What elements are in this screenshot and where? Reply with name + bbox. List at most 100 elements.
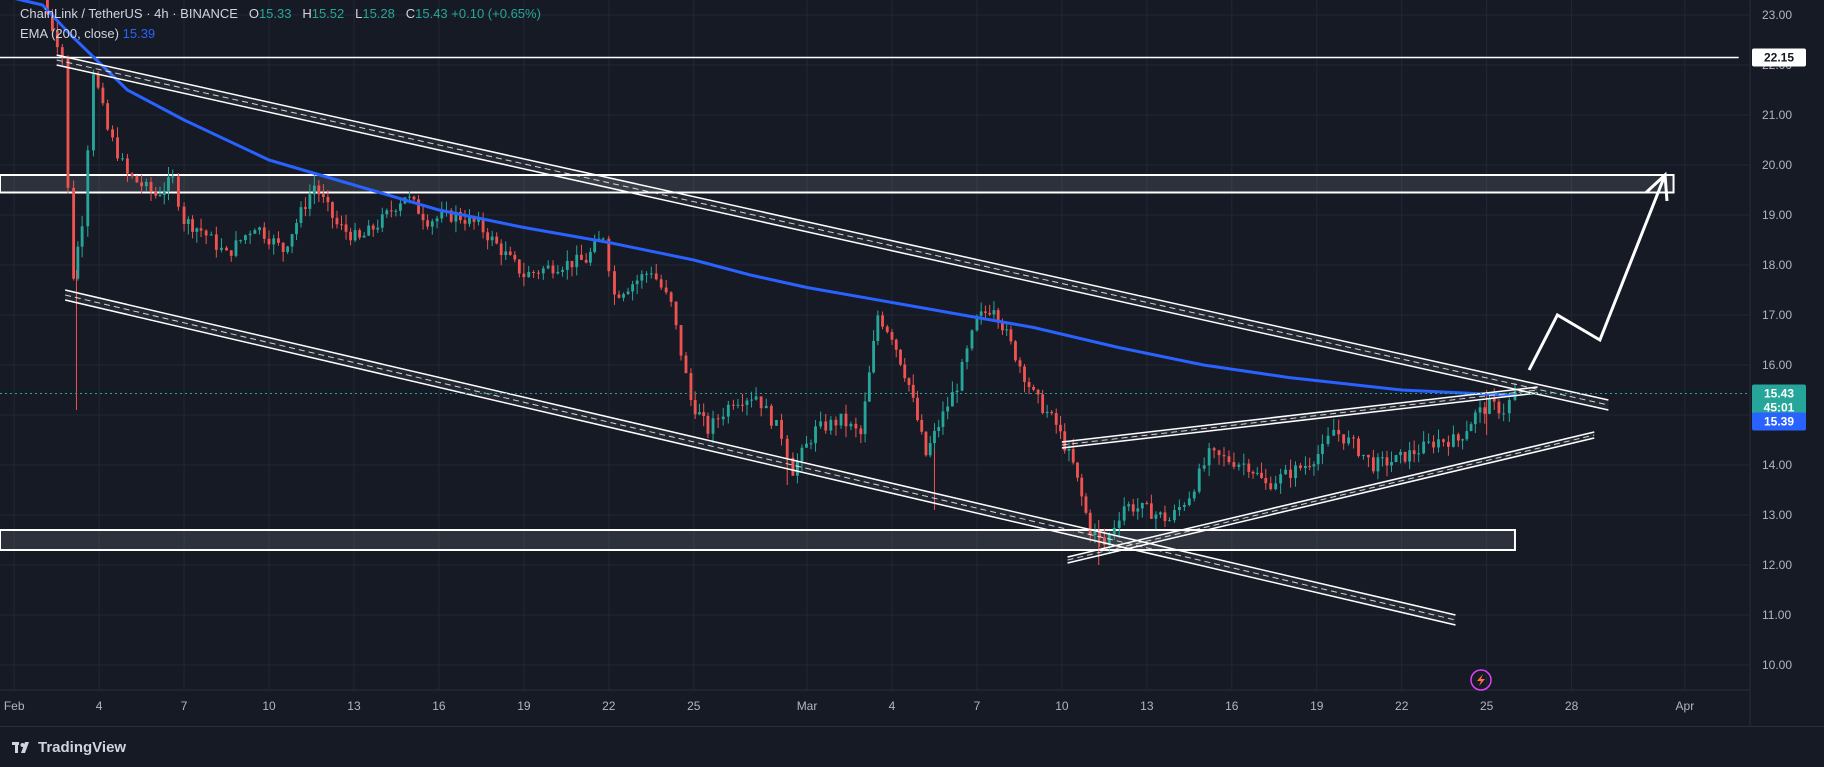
candle-body: [1408, 450, 1412, 462]
candle-body: [326, 196, 330, 203]
candle-body: [890, 331, 894, 340]
candle-body: [1469, 424, 1473, 432]
candle-body: [631, 284, 635, 292]
price-chart[interactable]: 23.0022.0021.0020.0019.0018.0017.0016.00…: [0, 0, 1824, 726]
candle-body: [759, 396, 763, 409]
time-tick-label: 13: [1140, 699, 1154, 713]
candle-body: [304, 207, 307, 209]
candle-body: [1255, 472, 1259, 474]
candle-body: [140, 182, 144, 187]
channel-lower-band: [64, 289, 1456, 626]
time-tick-label: 10: [1055, 699, 1069, 713]
candle-body: [513, 254, 517, 260]
candle-body: [984, 311, 987, 313]
candle-body: [60, 47, 64, 57]
candle-body: [933, 430, 936, 444]
time-tick-label: Apr: [1676, 699, 1695, 713]
high-value: 15.52: [311, 6, 345, 21]
candle-body: [1088, 512, 1092, 536]
projection-arrow-head: [1644, 171, 1669, 202]
lightning-icon: [1470, 669, 1492, 691]
ema-value: 15.39: [122, 26, 156, 41]
candle-body: [335, 217, 339, 225]
candle-body: [1102, 537, 1106, 545]
candle-body: [167, 177, 170, 191]
candle-body: [317, 185, 321, 195]
candle-body: [449, 210, 453, 222]
time-tick-label: Mar: [797, 699, 818, 713]
ema-200-line: [14, 0, 1516, 397]
candle-body: [1207, 448, 1211, 466]
candle-body: [1451, 434, 1455, 447]
candle-body: [859, 428, 863, 435]
candle-body: [819, 421, 823, 427]
time-tick-label: 28: [1565, 699, 1579, 713]
candle-body: [556, 271, 560, 274]
price-tick-label: 10.00: [1762, 658, 1792, 672]
candle-body: [551, 265, 555, 274]
candle-body: [1217, 450, 1221, 456]
price-tag-bg: [1752, 384, 1806, 417]
candle-body: [1237, 464, 1241, 467]
candle-body: [645, 273, 648, 275]
channel-lower-band-mid: [65, 294, 1456, 621]
candle-body: [1390, 462, 1393, 466]
wedge-lower-band: [1067, 431, 1595, 564]
price-tag-text: 15.39: [1764, 415, 1794, 429]
candle-body: [1381, 457, 1384, 459]
brand-label: TradingView: [38, 739, 127, 756]
candle-body: [1032, 387, 1035, 390]
candle-body: [635, 280, 639, 285]
candle-body: [308, 194, 312, 209]
candle-body: [477, 218, 480, 222]
candle-body: [1027, 381, 1031, 388]
candle-body: [126, 158, 129, 174]
tradingview-brand[interactable]: TradingView: [12, 739, 126, 756]
candle-body: [698, 412, 701, 415]
candle-body: [1483, 407, 1487, 414]
candle-body: [881, 315, 884, 327]
candle-body: [950, 392, 954, 407]
tradingview-logo-icon: [12, 742, 29, 754]
candle-body: [398, 203, 402, 211]
candle-body: [537, 272, 540, 274]
candle-body: [988, 312, 992, 315]
projection-arrow: [1527, 174, 1667, 371]
candle-body: [158, 194, 162, 196]
candle-body: [214, 234, 218, 250]
candle-body: [349, 231, 352, 241]
candle-body: [1182, 504, 1186, 507]
candle-body: [1173, 510, 1176, 521]
candle-body: [481, 218, 485, 233]
candle-body: [1497, 401, 1501, 414]
time-tick-label: 22: [602, 699, 616, 713]
price-tick-label: 23.00: [1762, 8, 1792, 22]
candle-body: [421, 213, 425, 221]
candle-body: [1308, 466, 1312, 468]
candle-body: [1140, 502, 1144, 509]
candle-body: [272, 238, 276, 245]
candle-body: [946, 406, 950, 412]
candle-body: [745, 400, 749, 405]
candle-body: [154, 191, 158, 196]
symbol-title[interactable]: ChainLink / TetherUS · 4h · BINANCE: [20, 6, 238, 21]
price-tag: 15.39: [1752, 412, 1806, 431]
low-value: 15.28: [362, 6, 395, 21]
candle-body: [358, 230, 362, 238]
candle-body: [50, 13, 54, 32]
candle-body: [1227, 456, 1231, 463]
time-tick-label: 4: [889, 699, 896, 713]
candle-body: [829, 419, 833, 431]
wedge-upper-band-fill: [1061, 387, 1538, 448]
candle-body: [408, 196, 411, 198]
ema-label[interactable]: EMA (200, close): [20, 26, 119, 41]
candle-body: [849, 423, 853, 427]
candle-body: [1177, 506, 1181, 511]
time-tick-label: 25: [1480, 699, 1494, 713]
candle-body: [1014, 341, 1017, 361]
candle-body: [1371, 457, 1375, 472]
change-value: +0.10 (+0.65%): [451, 6, 541, 21]
candle-body: [992, 310, 996, 315]
candle-body: [299, 207, 303, 223]
